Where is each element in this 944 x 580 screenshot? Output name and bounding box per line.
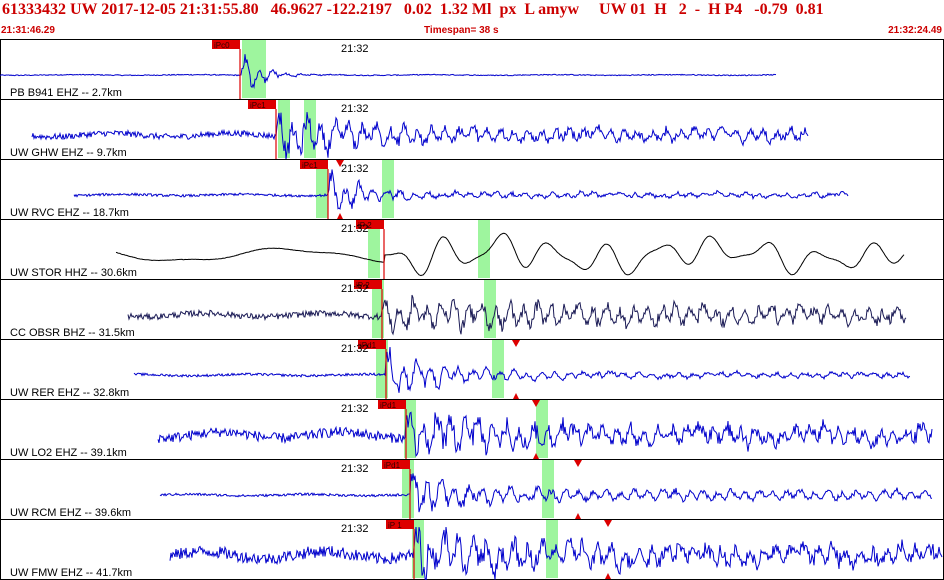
s-pick-marker-top[interactable] xyxy=(336,160,344,167)
pick-label: iP 1 xyxy=(388,521,402,530)
minute-tick-label: 21:32 xyxy=(341,43,369,55)
end-time-label: 21:32:24.49 xyxy=(888,25,942,36)
panel-frame xyxy=(0,159,944,220)
p-window-marker xyxy=(404,400,416,458)
pick-label-box[interactable] xyxy=(378,400,406,409)
s-window-marker xyxy=(478,220,490,278)
panel-frame xyxy=(0,339,944,400)
waveform xyxy=(157,411,933,457)
panel-frame xyxy=(0,39,944,100)
s-pick-marker-bottom[interactable] xyxy=(337,213,343,219)
waveform xyxy=(133,346,911,393)
pick-label-box[interactable] xyxy=(358,340,386,349)
station-label: CC OBSR BHZ -- 31.5km xyxy=(10,327,135,339)
timespan-label: Timespan= 38 s xyxy=(424,25,499,36)
s-pick-marker-bottom[interactable] xyxy=(605,573,611,579)
pick-label-box[interactable] xyxy=(248,100,276,109)
p-window-marker xyxy=(242,40,254,98)
waveform xyxy=(115,232,905,277)
s-pick-marker-bottom[interactable] xyxy=(513,393,519,399)
s-window-marker xyxy=(546,520,558,578)
s-pick-marker-top[interactable] xyxy=(574,460,582,467)
pick-label-box[interactable] xyxy=(354,280,382,289)
minute-tick-label: 21:32 xyxy=(341,223,369,235)
waveform xyxy=(31,112,809,160)
pick-label: iPd1 xyxy=(384,461,401,470)
minute-tick-label: 21:32 xyxy=(341,103,369,115)
station-label: UW RCM EHZ -- 39.6km xyxy=(10,507,131,519)
station-label: UW RVC EHZ -- 18.7km xyxy=(10,207,129,219)
trace-panel[interactable]: iP 1 21:32 UW FMW EHZ -- 41.7km xyxy=(0,519,944,580)
pick-label-box[interactable] xyxy=(300,160,328,169)
waveform xyxy=(159,473,933,513)
s-pick-marker-top[interactable] xyxy=(604,520,612,527)
pick-label: iPc0 xyxy=(214,41,230,50)
start-time-label: 21:31:46.29 xyxy=(1,25,55,36)
pick-label: iPc1 xyxy=(302,161,318,170)
p-window-marker xyxy=(376,340,388,398)
trace-panel[interactable]: iPc1 21:32 UW GHW EHZ -- 9.7km xyxy=(0,99,944,160)
trace-panel[interactable]: iPc0 21:32 PB B941 EHZ -- 2.7km xyxy=(0,39,944,100)
pick-label-box[interactable] xyxy=(356,220,384,229)
waveform xyxy=(127,294,907,336)
trace-panel[interactable]: iPd1 21:32 UW RCM EHZ -- 39.6km xyxy=(0,459,944,520)
event-header: 61333432 UW 2017-12-05 21:31:55.80 46.96… xyxy=(0,0,944,40)
waveform xyxy=(169,526,943,580)
pick-label-box[interactable] xyxy=(386,520,414,529)
s-pick-marker-top[interactable] xyxy=(532,400,540,407)
trace-panel[interactable]: iP 221:32 UW STOR HHZ -- 30.6km xyxy=(0,219,944,280)
pick-label-box[interactable] xyxy=(212,40,240,49)
s-pick-marker-top[interactable] xyxy=(512,340,520,347)
waveform xyxy=(0,54,777,89)
s-pick-marker-bottom[interactable] xyxy=(533,453,539,459)
station-label: UW FMW EHZ -- 41.7km xyxy=(10,567,132,579)
station-label: UW RER EHZ -- 32.8km xyxy=(10,387,129,399)
minute-tick-label: 21:32 xyxy=(341,283,369,295)
pick-label: iPd1 xyxy=(360,341,377,350)
panel-frame xyxy=(0,519,944,580)
minute-tick-label: 21:32 xyxy=(341,463,369,475)
pick-label: iPc1 xyxy=(250,101,266,110)
station-label: UW STOR HHZ -- 30.6km xyxy=(10,267,137,279)
trace-panel[interactable]: iP 221:32 CC OBSR BHZ -- 31.5km xyxy=(0,279,944,340)
p-window-marker xyxy=(368,220,380,278)
s-window-marker xyxy=(492,340,504,398)
station-label: UW LO2 EHZ -- 39.1km xyxy=(10,447,127,459)
s-pick-marker-bottom[interactable] xyxy=(575,513,581,519)
minute-tick-label: 21:32 xyxy=(341,523,369,535)
panel-frame xyxy=(0,99,944,160)
panel-frame xyxy=(0,219,944,280)
pick-label: iP 2 xyxy=(358,221,372,230)
p-window-marker xyxy=(372,280,384,338)
p-window-marker xyxy=(316,160,328,218)
pick-label: iP 2 xyxy=(356,281,370,290)
pick-label: iPd1 xyxy=(380,401,397,410)
seismogram-panel[interactable]: iPc0 21:32 PB B941 EHZ -- 2.7km iPc1 21:32 UW… xyxy=(0,39,944,580)
s-window-marker xyxy=(254,40,266,98)
s-window-marker xyxy=(542,460,554,518)
minute-tick-label: 21:32 xyxy=(341,163,369,175)
waveform xyxy=(73,169,849,210)
trace-panel[interactable]: iPd1 21:32 UW LO2 EHZ -- 39.1km xyxy=(0,399,944,460)
trace-panel[interactable]: iPc1 21:32 UW RVC EHZ -- 18.7km xyxy=(0,159,944,220)
station-label: PB B941 EHZ -- 2.7km xyxy=(10,87,122,99)
s-window-marker xyxy=(382,160,394,218)
minute-tick-label: 21:32 xyxy=(341,343,369,355)
event-summary-title: 61333432 UW 2017-12-05 21:31:55.80 46.96… xyxy=(2,1,824,18)
minute-tick-label: 21:32 xyxy=(341,403,369,415)
station-label: UW GHW EHZ -- 9.7km xyxy=(10,147,127,159)
pick-label-box[interactable] xyxy=(382,460,410,469)
